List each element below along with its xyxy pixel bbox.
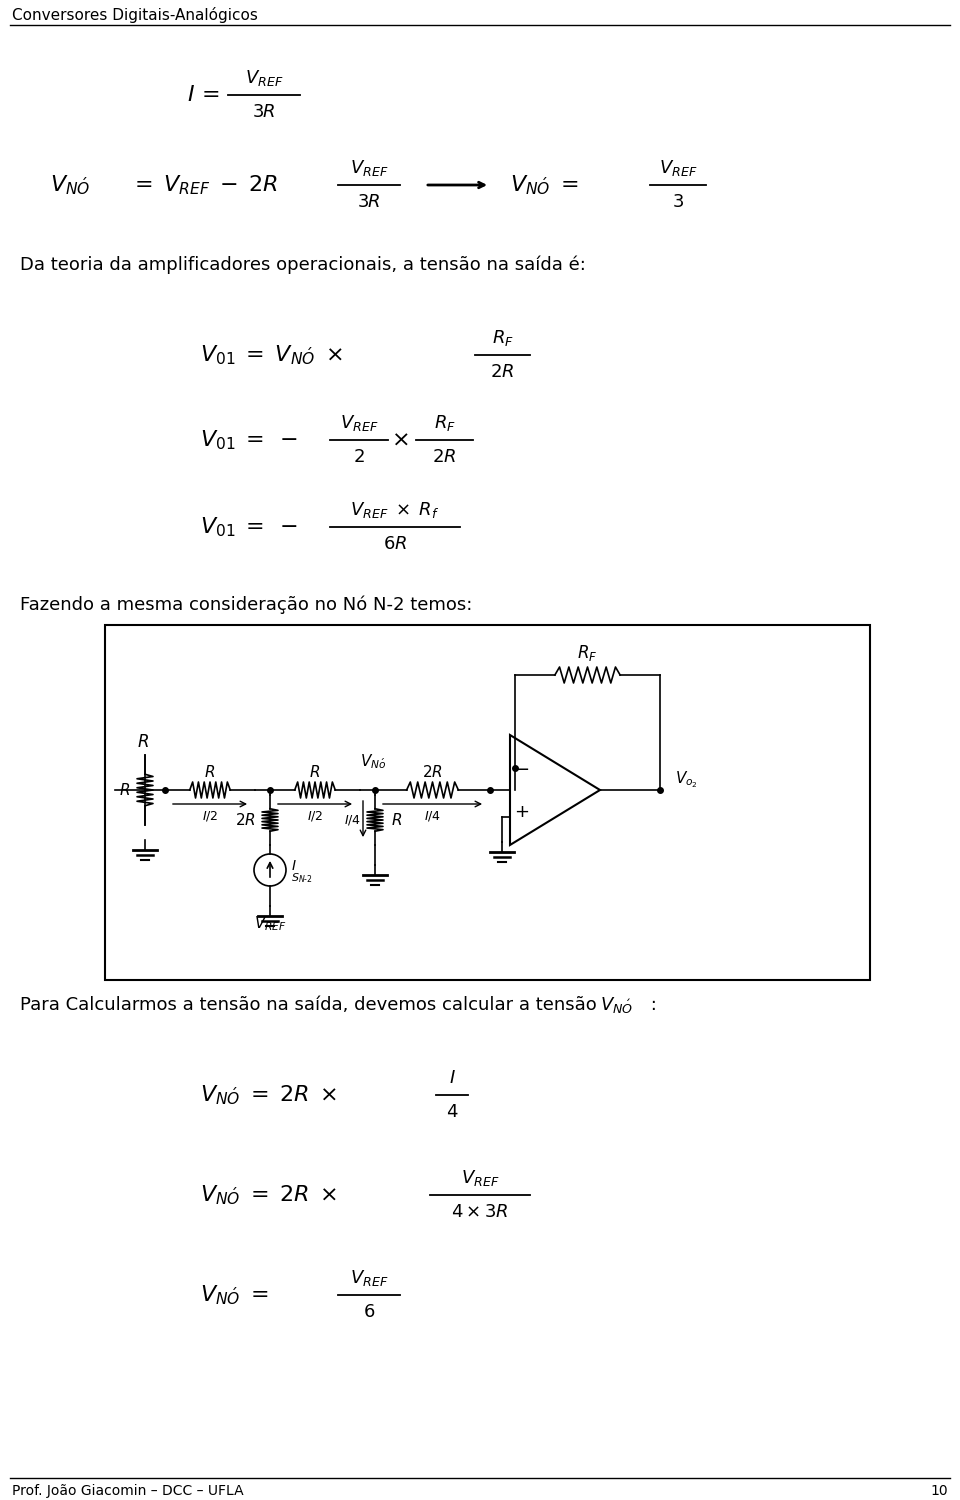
Text: $2R$: $2R$ [234, 812, 255, 828]
Text: $V_{N\acute{O}}$: $V_{N\acute{O}}$ [600, 994, 634, 1016]
Text: $R$: $R$ [204, 764, 216, 780]
Text: $R$: $R$ [137, 734, 149, 752]
Text: $V_{REF}$: $V_{REF}$ [659, 158, 697, 178]
Text: $I/4$: $I/4$ [345, 813, 362, 826]
Text: $V_{REF}$: $V_{REF}$ [461, 1168, 499, 1188]
Text: $V_{REF}$: $V_{REF}$ [245, 68, 283, 88]
Text: $I/2$: $I/2$ [202, 808, 218, 824]
Text: $3$: $3$ [672, 194, 684, 211]
Text: $6$: $6$ [363, 1304, 375, 1322]
Text: $3R$: $3R$ [252, 104, 276, 122]
Text: $V_{N\acute{O}}\;=$: $V_{N\acute{O}}\;=$ [200, 1282, 269, 1306]
Text: $V_{N\acute{o}}$: $V_{N\acute{o}}$ [360, 753, 386, 771]
Text: Para Calcularmos a tensão na saída, devemos calcular a tensão: Para Calcularmos a tensão na saída, deve… [20, 996, 603, 1014]
Text: $=\;V_{REF}\;-\;2R$: $=\;V_{REF}\;-\;2R$ [130, 172, 277, 196]
Text: $V_{01}\;=\;-$: $V_{01}\;=\;-$ [200, 514, 298, 538]
Text: $V_{REF}$: $V_{REF}$ [253, 915, 286, 933]
Text: $I/4$: $I/4$ [424, 808, 441, 824]
Text: $2$: $2$ [353, 448, 365, 466]
Text: $+$: $+$ [515, 802, 530, 820]
Text: Fazendo a mesma consideração no Nó N-2 temos:: Fazendo a mesma consideração no Nó N-2 t… [20, 596, 472, 615]
Text: $3R$: $3R$ [357, 194, 381, 211]
Text: $4\times 3R$: $4\times 3R$ [451, 1203, 509, 1221]
Text: $6R$: $6R$ [383, 536, 407, 554]
Text: $2R$: $2R$ [491, 363, 515, 381]
Text: $V_{N\acute{O}}\;=$: $V_{N\acute{O}}\;=$ [510, 172, 578, 196]
Text: $2R$: $2R$ [422, 764, 443, 780]
Text: $R_F$: $R_F$ [577, 644, 598, 663]
Text: $R_F$: $R_F$ [492, 328, 514, 348]
Text: Prof. João Giacomin – DCC – UFLA: Prof. João Giacomin – DCC – UFLA [12, 1484, 244, 1498]
Text: $-$: $-$ [515, 759, 530, 777]
Text: $V_{N\acute{O}}\;=\;2R\;\times$: $V_{N\acute{O}}\;=\;2R\;\times$ [200, 1083, 337, 1107]
Text: $V_{N\acute{O}}\;=\;2R\;\times$: $V_{N\acute{O}}\;=\;2R\;\times$ [200, 1184, 337, 1208]
Text: $R$: $R$ [309, 764, 321, 780]
Text: $V_{N\acute{O}}$: $V_{N\acute{O}}$ [50, 172, 90, 196]
Text: $V_{REF}\;\times\;R_f$: $V_{REF}\;\times\;R_f$ [350, 500, 440, 520]
Text: $V_{REF}$: $V_{REF}$ [349, 158, 388, 178]
Text: $4$: $4$ [445, 1102, 458, 1120]
Text: $2R$: $2R$ [432, 448, 457, 466]
Text: $I$: $I$ [291, 859, 297, 873]
Bar [105, 626, 870, 980]
Text: $R$: $R$ [119, 782, 131, 798]
Text: $V_{REF}$: $V_{REF}$ [349, 1268, 388, 1288]
Text: $I\,=$: $I\,=$ [187, 86, 220, 105]
Text: $\times$: $\times$ [391, 430, 409, 450]
Text: $I/2$: $I/2$ [307, 808, 323, 824]
Text: $V_{01}\;=\;-$: $V_{01}\;=\;-$ [200, 427, 298, 451]
Text: $V_{REF}$: $V_{REF}$ [340, 413, 378, 434]
Text: :: : [645, 996, 657, 1014]
Text: $R$: $R$ [392, 812, 402, 828]
Text: Da teoria da amplificadores operacionais, a tensão na saída é:: Da teoria da amplificadores operacionais… [20, 255, 586, 274]
Text: Conversores Digitais-Analógicos: Conversores Digitais-Analógicos [12, 8, 258, 22]
Text: $R_F$: $R_F$ [434, 413, 455, 434]
Text: $V_{o_2}$: $V_{o_2}$ [675, 770, 698, 790]
Text: $V_{01}\;=\;V_{N\acute{O}}\;\times$: $V_{01}\;=\;V_{N\acute{O}}\;\times$ [200, 344, 343, 368]
Text: 10: 10 [930, 1484, 948, 1498]
Text: $I$: $I$ [448, 1070, 455, 1088]
Text: $S_{N\text{-}2}$: $S_{N\text{-}2}$ [291, 871, 313, 885]
